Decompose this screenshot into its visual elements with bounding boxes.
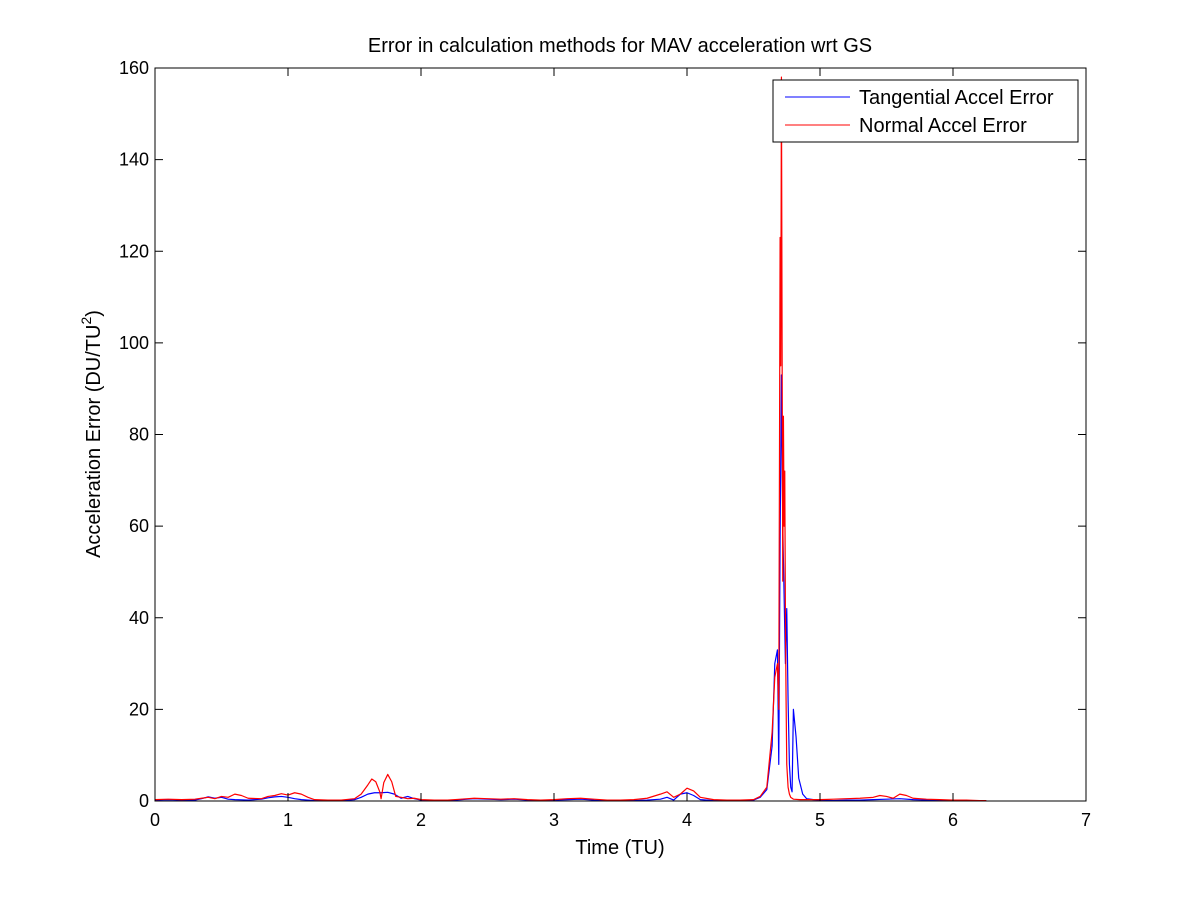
x-tick-label: 3 [549, 810, 559, 830]
legend-label-tangential: Tangential Accel Error [859, 87, 1054, 109]
y-tick-label: 20 [129, 699, 149, 719]
y-axis-label-prefix: Acceleration Error (DU/TU [83, 325, 105, 558]
x-tick-label: 7 [1081, 810, 1091, 830]
y-axis-label-superscript: 2 [78, 317, 94, 325]
y-tick-label: 0 [139, 791, 149, 811]
legend: Tangential Accel Error Normal Accel Erro… [772, 79, 1079, 143]
x-tick-label: 6 [948, 810, 958, 830]
y-tick-label: 120 [119, 241, 149, 261]
chart-title: Error in calculation methods for MAV acc… [368, 35, 872, 57]
y-tick-label: 160 [119, 58, 149, 78]
y-tick-label: 140 [119, 150, 149, 170]
x-tick-label: 5 [815, 810, 825, 830]
y-tick-label: 40 [129, 608, 149, 628]
tick-layer: 0 1 2 3 4 5 6 7 0 20 40 60 80 100 120 140 160 [119, 58, 1091, 830]
series-line-normal [155, 76, 987, 801]
y-tick-label: 100 [119, 333, 149, 353]
y-axis-label: Acceleration Error (DU/TU2) [78, 310, 105, 558]
y-axis-label-suffix: ) [83, 310, 105, 317]
y-tick-label: 80 [129, 425, 149, 445]
x-tick-label: 0 [150, 810, 160, 830]
x-tick-label: 2 [416, 810, 426, 830]
legend-label-normal: Normal Accel Error [859, 115, 1027, 137]
x-tick-label: 1 [283, 810, 293, 830]
plot-area [155, 68, 1086, 801]
x-axis-label: Time (TU) [575, 837, 664, 859]
x-tick-label: 4 [682, 810, 692, 830]
y-tick-label: 60 [129, 516, 149, 536]
legend-box [772, 79, 1079, 143]
